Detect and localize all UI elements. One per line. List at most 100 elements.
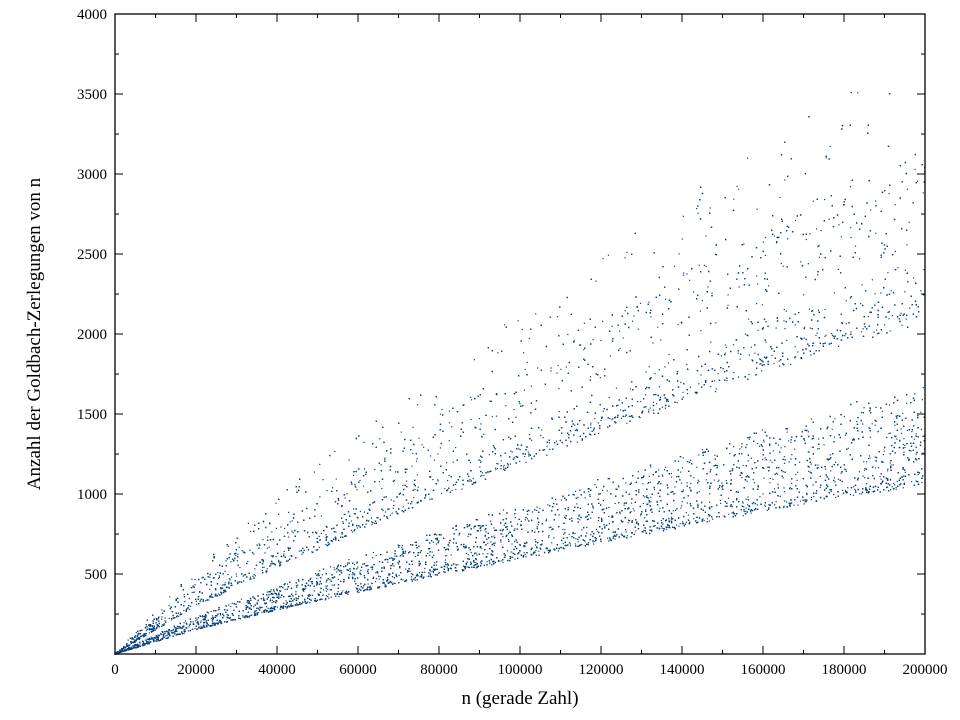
scatter-point <box>665 466 667 468</box>
scatter-point <box>833 493 835 496</box>
scatter-point <box>787 440 790 442</box>
scatter-point <box>648 482 650 484</box>
scatter-point <box>777 444 779 446</box>
scatter-point <box>643 530 645 532</box>
scatter-point <box>812 342 814 344</box>
scatter-point <box>495 469 497 471</box>
scatter-point <box>363 511 366 513</box>
scatter-point <box>574 429 576 431</box>
scatter-point <box>479 466 481 468</box>
scatter-point <box>573 494 575 496</box>
scatter-point <box>685 521 687 523</box>
scatter-point <box>790 458 792 460</box>
scatter-point <box>503 466 505 468</box>
scatter-point <box>733 464 735 466</box>
scatter-point <box>145 635 147 637</box>
scatter-point <box>555 498 557 500</box>
scatter-point <box>469 462 472 464</box>
scatter-point <box>495 467 497 469</box>
scatter-point <box>854 245 857 247</box>
scatter-point <box>652 401 654 403</box>
scatter-point <box>447 479 449 482</box>
scatter-point <box>466 566 468 568</box>
scatter-point <box>892 464 894 466</box>
scatter-point <box>648 366 650 368</box>
scatter-point <box>209 576 211 578</box>
scatter-point <box>231 602 233 604</box>
scatter-point <box>795 356 797 358</box>
scatter-point <box>258 543 260 545</box>
scatter-point <box>614 530 616 533</box>
scatter-point <box>320 515 322 517</box>
scatter-point <box>714 380 716 382</box>
scatter-point <box>625 531 627 533</box>
scatter-point <box>311 551 313 553</box>
scatter-point <box>352 474 355 476</box>
scatter-point <box>640 514 642 516</box>
scatter-point <box>151 631 153 633</box>
scatter-point <box>325 590 328 592</box>
scatter-point <box>558 411 560 413</box>
scatter-point <box>437 453 439 455</box>
scatter-point <box>249 597 251 599</box>
scatter-point <box>668 519 670 521</box>
scatter-point <box>838 224 840 226</box>
scatter-point <box>888 404 891 406</box>
scatter-point <box>670 472 672 475</box>
scatter-point <box>707 286 709 288</box>
scatter-point <box>357 589 359 591</box>
scatter-point <box>319 570 321 572</box>
scatter-point <box>886 436 888 438</box>
scatter-point <box>434 562 436 564</box>
scatter-point <box>531 554 533 556</box>
scatter-point <box>416 474 418 476</box>
scatter-point <box>473 359 475 361</box>
scatter-point <box>812 310 814 312</box>
scatter-point <box>188 624 190 626</box>
scatter-point <box>742 464 744 467</box>
scatter-point <box>807 431 809 433</box>
scatter-point <box>816 228 818 230</box>
scatter-point <box>550 367 552 369</box>
scatter-point <box>423 446 425 448</box>
scatter-point <box>326 526 328 528</box>
scatter-point <box>731 506 733 508</box>
scatter-point <box>733 372 735 374</box>
scatter-point <box>432 479 434 481</box>
scatter-point <box>217 593 219 595</box>
scatter-point <box>762 493 764 495</box>
scatter-point <box>594 541 596 543</box>
scatter-point <box>650 466 652 468</box>
scatter-point <box>650 501 652 503</box>
scatter-point <box>145 640 148 642</box>
scatter-point <box>519 403 521 405</box>
scatter-point <box>698 491 700 493</box>
scatter-point <box>168 629 170 631</box>
scatter-point <box>239 567 241 569</box>
scatter-point <box>718 486 720 488</box>
scatter-point <box>833 436 836 438</box>
scatter-point <box>513 408 515 411</box>
scatter-point <box>804 326 806 328</box>
scatter-point <box>563 516 566 518</box>
scatter-point <box>783 320 785 322</box>
scatter-point <box>130 646 132 648</box>
scatter-point <box>720 502 722 504</box>
scatter-point <box>861 493 863 495</box>
scatter-point <box>773 235 775 237</box>
scatter-point <box>672 510 674 512</box>
scatter-point <box>524 368 526 371</box>
scatter-point <box>401 544 404 547</box>
scatter-point <box>701 300 703 302</box>
scatter-point <box>393 582 395 584</box>
scatter-point <box>164 620 166 622</box>
scatter-point <box>743 511 745 513</box>
scatter-point <box>194 627 196 630</box>
scatter-point <box>709 493 711 495</box>
scatter-point <box>764 505 766 507</box>
scatter-point <box>204 626 206 628</box>
scatter-point <box>481 474 483 477</box>
scatter-point <box>536 526 538 528</box>
scatter-point <box>367 583 369 585</box>
scatter-point <box>595 280 597 282</box>
